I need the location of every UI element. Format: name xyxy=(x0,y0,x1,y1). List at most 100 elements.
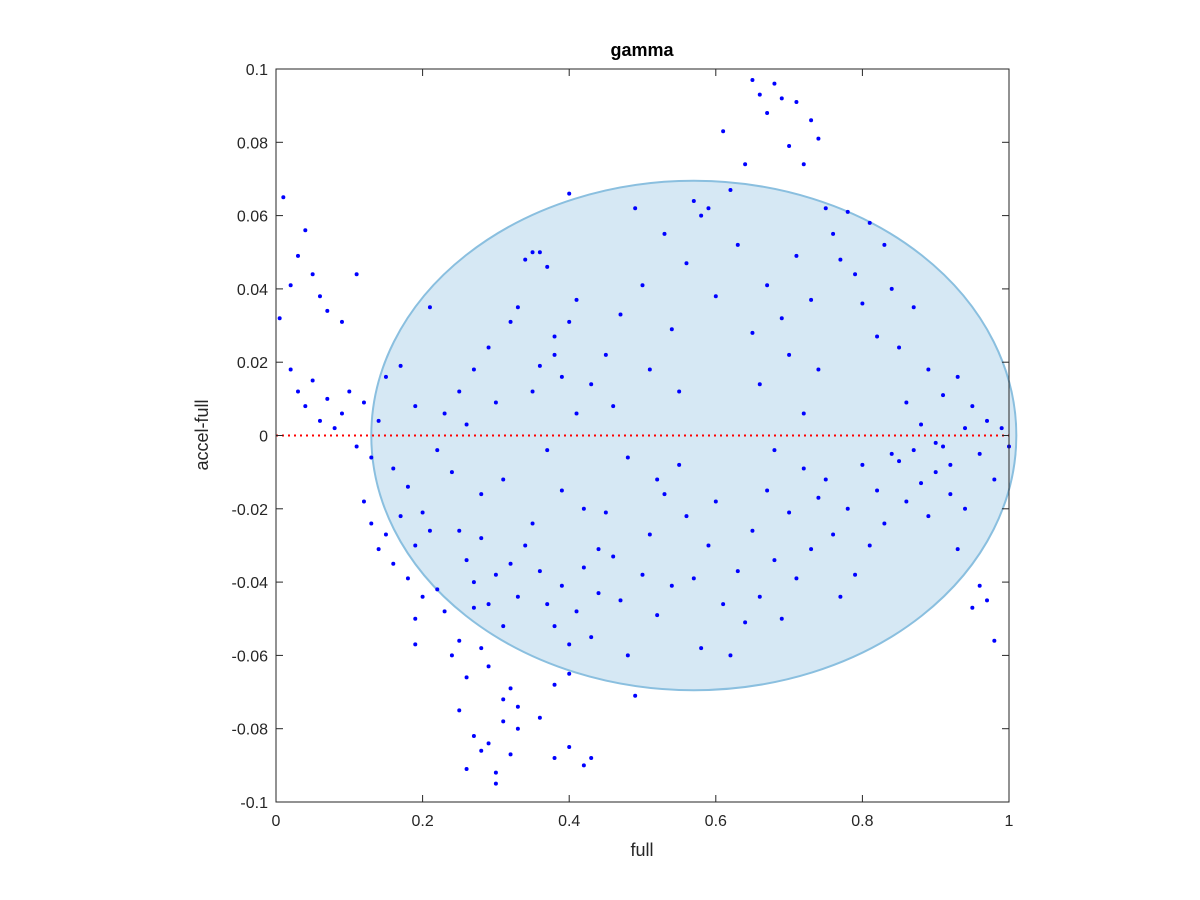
data-point xyxy=(589,382,594,387)
data-point xyxy=(559,488,564,493)
data-point xyxy=(735,569,740,574)
data-point xyxy=(625,455,630,460)
data-point xyxy=(765,110,770,115)
data-point xyxy=(728,187,733,192)
data-point xyxy=(391,561,396,566)
data-point xyxy=(537,569,542,574)
x-axis-label: full xyxy=(630,840,653,860)
data-point xyxy=(772,558,777,563)
data-point xyxy=(677,389,682,394)
data-point xyxy=(383,532,388,537)
data-point xyxy=(457,528,462,533)
data-point xyxy=(559,374,564,379)
data-point xyxy=(376,547,381,552)
data-point xyxy=(647,367,652,372)
data-point xyxy=(875,334,880,339)
data-point xyxy=(295,253,300,258)
data-point xyxy=(691,198,696,203)
data-point xyxy=(823,206,828,211)
data-point xyxy=(684,514,689,519)
data-point xyxy=(303,228,308,233)
data-point xyxy=(435,587,440,592)
data-point xyxy=(809,297,814,302)
data-point xyxy=(471,367,476,372)
data-point xyxy=(347,389,352,394)
data-point xyxy=(449,653,454,658)
data-point xyxy=(515,594,520,599)
data-point xyxy=(457,389,462,394)
data-point xyxy=(464,767,469,772)
data-point xyxy=(501,719,506,724)
data-point xyxy=(427,305,432,310)
data-point xyxy=(625,653,630,658)
y-tick-label: 0 xyxy=(259,429,268,446)
data-point xyxy=(596,591,601,596)
data-point xyxy=(662,492,667,497)
data-point xyxy=(699,646,704,651)
data-point xyxy=(838,257,843,262)
data-point xyxy=(970,404,975,409)
data-point xyxy=(794,99,799,104)
data-point xyxy=(369,455,374,460)
data-point xyxy=(845,209,850,214)
data-point xyxy=(933,470,938,475)
data-point xyxy=(970,605,975,610)
data-point xyxy=(493,572,498,577)
y-tick-label: 0.06 xyxy=(237,209,268,226)
data-point xyxy=(427,528,432,533)
data-point xyxy=(589,756,594,761)
data-point xyxy=(948,462,953,467)
data-point xyxy=(567,319,572,324)
data-point xyxy=(471,605,476,610)
x-tick-label: 0.6 xyxy=(705,813,727,830)
data-point xyxy=(310,378,315,383)
y-tick-label: 0.1 xyxy=(246,62,268,79)
data-point xyxy=(449,470,454,475)
data-point xyxy=(772,81,777,86)
y-tick-label: -0.1 xyxy=(240,795,268,812)
data-point xyxy=(713,294,718,299)
data-point xyxy=(911,448,916,453)
data-point xyxy=(728,653,733,658)
data-point xyxy=(413,404,418,409)
data-point xyxy=(867,220,872,225)
data-point xyxy=(897,345,902,350)
data-point xyxy=(493,781,498,786)
data-point xyxy=(288,283,293,288)
data-point xyxy=(765,488,770,493)
data-point xyxy=(339,411,344,416)
data-point xyxy=(391,466,396,471)
data-point xyxy=(904,499,909,504)
data-point xyxy=(801,162,806,167)
data-point xyxy=(413,642,418,647)
y-tick-label: -0.06 xyxy=(232,648,269,665)
data-point xyxy=(523,257,528,262)
data-point xyxy=(787,352,792,357)
data-point xyxy=(537,715,542,720)
data-point xyxy=(801,466,806,471)
data-point xyxy=(985,418,990,423)
data-point xyxy=(794,576,799,581)
data-point xyxy=(464,422,469,427)
data-point xyxy=(684,261,689,266)
data-point xyxy=(501,477,506,482)
data-point xyxy=(992,638,997,643)
data-point xyxy=(853,572,858,577)
data-point xyxy=(464,675,469,680)
data-point xyxy=(339,319,344,324)
data-point xyxy=(919,422,924,427)
data-point xyxy=(765,283,770,288)
data-point xyxy=(493,770,498,775)
x-tick-label: 0.8 xyxy=(851,813,873,830)
data-point xyxy=(926,514,931,519)
data-point xyxy=(831,532,836,537)
data-point xyxy=(948,492,953,497)
data-point xyxy=(501,624,506,629)
data-point xyxy=(486,602,491,607)
data-point xyxy=(508,561,513,566)
data-point xyxy=(831,231,836,236)
data-point xyxy=(552,682,557,687)
y-axis-ticks: -0.1 -0.08 -0.06 -0.04 -0.02 0 0.02 0.04 0.06 0.0… xyxy=(232,62,1009,812)
data-point xyxy=(963,426,968,431)
data-point xyxy=(552,334,557,339)
